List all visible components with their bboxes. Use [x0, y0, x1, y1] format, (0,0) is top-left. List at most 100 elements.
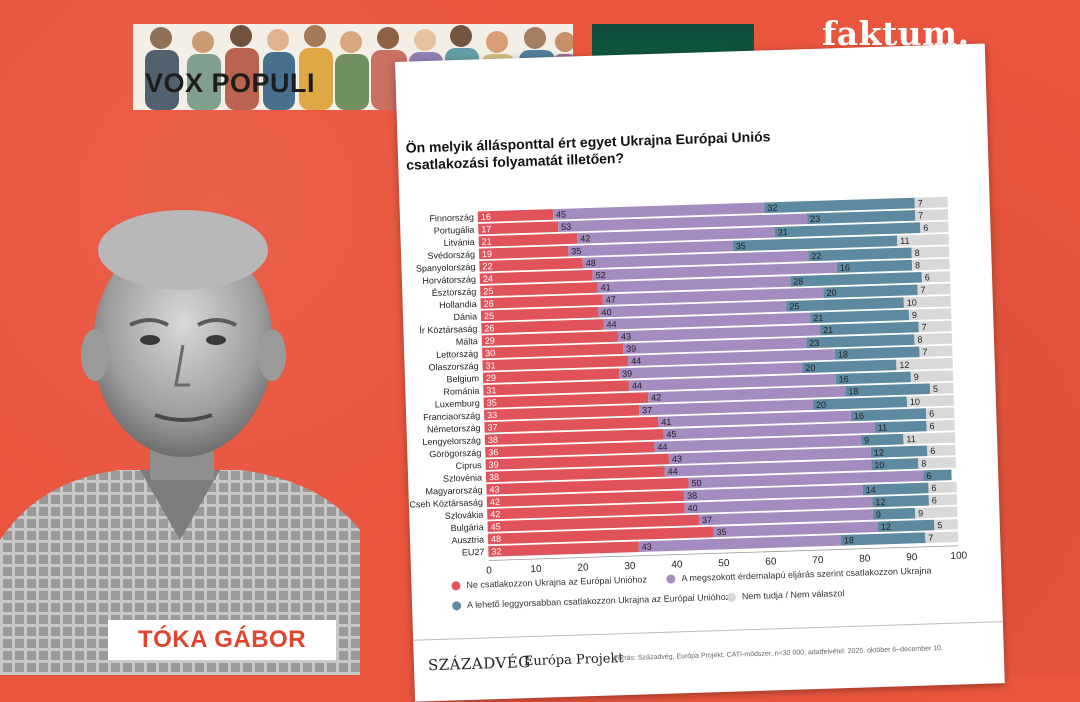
- category-label: Ausztria: [451, 534, 484, 545]
- bar-segment: [478, 233, 578, 247]
- data-label: 28: [793, 276, 803, 286]
- data-label: 21: [482, 236, 492, 246]
- data-label: 6: [931, 483, 936, 493]
- category-label: Lengyelország: [422, 435, 481, 447]
- category-label: Németország: [427, 423, 481, 435]
- person-photo-graphic: [0, 210, 360, 675]
- category-label: Franciaország: [423, 411, 480, 423]
- bar-segment: [688, 470, 924, 489]
- bar-segment: [934, 518, 958, 531]
- data-label: 41: [661, 417, 671, 427]
- data-label: 10: [907, 298, 917, 308]
- bar-segment: [479, 257, 583, 272]
- data-label: 14: [866, 485, 876, 495]
- bar-segment: [929, 382, 954, 394]
- data-label: 44: [606, 319, 616, 329]
- category-label: Hollandia: [439, 299, 477, 310]
- data-label: 12: [874, 447, 884, 457]
- data-label: 5: [937, 520, 942, 530]
- bar-segment: [927, 444, 956, 457]
- category-label: Belgium: [446, 373, 479, 384]
- data-label: 26: [484, 323, 494, 333]
- bar-segment: [918, 456, 957, 469]
- x-tick-label: 40: [671, 559, 683, 570]
- data-label: 42: [490, 509, 500, 519]
- bar-segment: [485, 466, 665, 483]
- bar-segment: [598, 301, 787, 318]
- bar-segment: [481, 319, 604, 334]
- data-label: 31: [777, 227, 787, 237]
- bar-segment: [480, 294, 603, 309]
- chart-card: Ön melyik állásponttal ért egyet Ukrajna…: [395, 43, 1005, 702]
- bar-segment: [663, 422, 875, 440]
- bar-segment: [874, 420, 927, 433]
- data-label: 10: [874, 460, 884, 470]
- data-label: 45: [556, 209, 566, 219]
- bar-segment: [896, 233, 950, 247]
- data-label: 8: [921, 459, 926, 469]
- data-label: 29: [485, 336, 495, 346]
- bar-segment: [732, 235, 898, 252]
- data-label: 12: [899, 360, 909, 370]
- bar-segment: [557, 213, 808, 232]
- data-label: 9: [864, 435, 869, 445]
- legend-item-dk: Nem tudja / Nem válaszol: [726, 588, 845, 602]
- data-label: 7: [918, 210, 923, 220]
- chart-source: Forrás: Századvég, Európa Projekt, CATI-…: [613, 645, 944, 663]
- bar-segment: [860, 433, 904, 446]
- data-label: 44: [667, 466, 677, 476]
- data-label: 43: [642, 542, 652, 552]
- bar-segment: [664, 459, 872, 477]
- data-label: 9: [876, 510, 881, 520]
- bar-segment: [806, 334, 915, 349]
- category-label: Luxemburg: [435, 398, 480, 409]
- person-name: TÓKA GÁBOR: [137, 626, 307, 653]
- bar-segment: [764, 197, 915, 214]
- bar-segment: [487, 514, 700, 532]
- data-label: 7: [922, 347, 927, 357]
- data-label: 39: [626, 344, 636, 354]
- bar-segment: [628, 373, 836, 392]
- bar-segment: [872, 495, 929, 508]
- bar-segment: [483, 404, 640, 421]
- category-label: Szlovénia: [443, 472, 482, 483]
- bar-segment: [823, 284, 918, 299]
- bar-segment: [928, 481, 957, 494]
- category-label: Dánia: [453, 311, 477, 322]
- bar-segment: [845, 383, 931, 397]
- data-label: 20: [826, 288, 836, 298]
- bar-segment: [592, 262, 838, 281]
- category-label: Olaszország: [428, 361, 478, 373]
- bar-segment: [582, 250, 809, 269]
- data-label: 43: [489, 484, 499, 494]
- data-label: 17: [481, 224, 491, 234]
- category-label: Horvátország: [422, 274, 476, 286]
- data-label: 8: [915, 260, 920, 270]
- bar-segment: [808, 247, 912, 262]
- bar-segment: [628, 349, 836, 367]
- bar-segment: [911, 258, 950, 271]
- bar-segment: [647, 386, 846, 403]
- category-label: Ciprus: [456, 460, 483, 471]
- category-label: Görögország: [429, 448, 481, 460]
- bar-segment: [482, 343, 624, 359]
- bar-segment: [698, 509, 874, 526]
- data-label: 9: [918, 508, 923, 518]
- data-label: 52: [595, 270, 605, 280]
- europa-projekt-logo: Európa Projekt: [523, 651, 624, 670]
- category-label: EU27: [462, 547, 485, 558]
- data-label: 11: [900, 236, 910, 246]
- bar-segment: [485, 441, 655, 458]
- data-label: 41: [601, 282, 611, 292]
- bar-segment: [914, 333, 953, 345]
- bar-segment: [908, 308, 952, 321]
- x-tick-label: 60: [765, 556, 777, 567]
- data-label: 37: [487, 422, 497, 432]
- data-label: 18: [838, 349, 848, 359]
- data-label: 5: [933, 384, 938, 394]
- bar-segment: [850, 408, 927, 422]
- bar-segment: [552, 202, 765, 220]
- data-label: 36: [488, 447, 498, 457]
- bar-segment: [920, 221, 949, 233]
- category-label: Románia: [443, 386, 479, 397]
